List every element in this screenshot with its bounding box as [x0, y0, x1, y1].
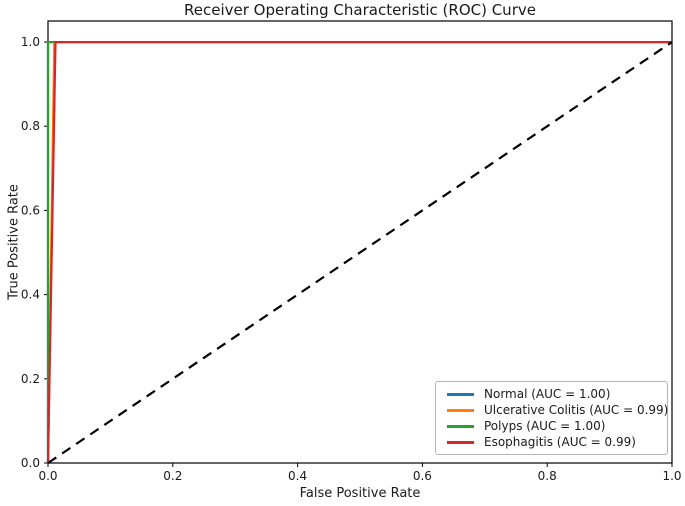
x-tick-label: 0.2: [163, 469, 182, 483]
y-tick-label: 0.6: [21, 203, 40, 217]
x-tick-label: 1.0: [662, 469, 681, 483]
legend-label: Esophagitis (AUC = 0.99): [484, 435, 636, 449]
legend-item: Esophagitis (AUC = 0.99): [444, 435, 659, 449]
y-tick-label: 0.2: [21, 372, 40, 386]
legend-item: Normal (AUC = 1.00): [444, 387, 659, 401]
x-axis-label: False Positive Rate: [299, 486, 421, 501]
legend-item: Polyps (AUC = 1.00): [444, 419, 659, 433]
x-tick-label: 0.6: [413, 469, 432, 483]
legend: Normal (AUC = 1.00) Ulcerative Colitis (A…: [435, 381, 668, 455]
x-tick-label: 0.0: [38, 469, 57, 483]
legend-line-swatch: [447, 440, 474, 444]
y-tick-label: 0.0: [21, 456, 40, 470]
legend-label: Normal (AUC = 1.00): [484, 387, 611, 401]
roc-curve-esophagitis: [46, 40, 672, 464]
x-tick-label: 0.8: [538, 469, 557, 483]
legend-line-swatch: [447, 408, 474, 412]
legend-item: Ulcerative Colitis (AUC = 0.99): [444, 403, 668, 417]
legend-line-swatch: [447, 392, 474, 396]
y-tick-label: 0.4: [21, 288, 40, 302]
y-axis-label: True Positive Rate: [6, 184, 22, 300]
chance-diagonal-line: [47, 41, 673, 464]
legend-label: Polyps (AUC = 1.00): [484, 419, 606, 433]
legend-line-swatch: [447, 424, 474, 428]
legend-label: Ulcerative Colitis (AUC = 0.99): [484, 403, 669, 417]
chart-title: Receiver Operating Characteristic (ROC) …: [184, 1, 536, 19]
y-tick-label: 0.8: [21, 119, 40, 133]
y-tick-label: 1.0: [21, 35, 40, 49]
x-tick-label: 0.4: [288, 469, 307, 483]
